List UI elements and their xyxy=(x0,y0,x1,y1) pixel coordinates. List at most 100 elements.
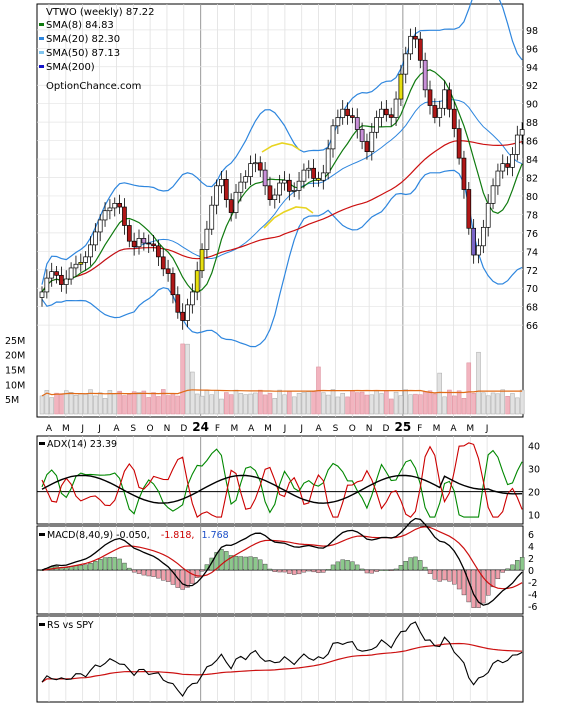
candle-body xyxy=(190,291,195,306)
sma8-line xyxy=(41,69,523,293)
macd-histogram-bar xyxy=(447,569,452,582)
candle xyxy=(456,119,462,165)
volume-bar xyxy=(461,398,467,415)
candle xyxy=(209,196,215,235)
candle xyxy=(417,31,423,69)
macd-signal-line xyxy=(41,526,523,590)
candle xyxy=(170,267,176,304)
volume-bar xyxy=(495,393,501,415)
rs-line xyxy=(41,621,523,697)
volume-bar xyxy=(194,393,200,415)
macd-histogram-bar xyxy=(78,565,84,571)
volume-average-line xyxy=(41,389,523,397)
candle xyxy=(238,173,244,202)
candle-body xyxy=(437,107,443,118)
price-tick-label: 96 xyxy=(526,44,538,55)
adx-title: ADX(14) 23.39 xyxy=(39,439,117,450)
adx-tick-label: 40 xyxy=(528,441,540,452)
candle xyxy=(97,214,103,242)
volume-bar xyxy=(122,395,127,415)
volume-bar xyxy=(78,393,84,415)
macd-histogram-bar xyxy=(350,561,355,571)
candle-body xyxy=(393,98,399,118)
macd-histogram-bar xyxy=(510,564,515,571)
macd-histogram-bar xyxy=(519,557,525,571)
candle xyxy=(156,239,161,267)
volume-bar xyxy=(408,394,413,415)
candle-body xyxy=(316,178,321,181)
x-tick-label: O xyxy=(349,424,356,434)
candle-body xyxy=(500,163,506,172)
upper-band-line xyxy=(41,0,523,285)
candle-body xyxy=(379,108,384,118)
macd-histogram-bar xyxy=(287,569,292,574)
volume-bar xyxy=(262,394,268,415)
candle-body xyxy=(214,185,219,206)
candle-body xyxy=(296,180,302,191)
candle-body xyxy=(510,154,515,168)
macd-histogram-bar xyxy=(146,569,151,577)
candle xyxy=(485,194,491,237)
candle xyxy=(180,303,185,330)
macd-histogram-bar xyxy=(243,556,248,571)
candle-body xyxy=(403,53,409,75)
candle xyxy=(219,171,224,194)
macd-histogram-bar xyxy=(97,559,103,571)
candle xyxy=(374,110,379,139)
macd-histogram-bar xyxy=(272,569,277,572)
candle-body xyxy=(223,178,229,200)
x-tick-label: J xyxy=(80,424,84,434)
macd-histogram-bar xyxy=(437,569,442,582)
volume-bar xyxy=(102,398,108,415)
x-tick-label: O xyxy=(147,424,154,434)
candle xyxy=(63,270,69,294)
candle xyxy=(257,156,263,178)
macd-histogram-bar xyxy=(156,569,161,579)
candle xyxy=(311,159,316,188)
candle xyxy=(447,82,452,118)
macd-histogram-bar xyxy=(500,569,505,573)
volume-bar xyxy=(97,392,103,415)
legend: SMA(8) 84.83 SMA(20) 82.30 SMA(50) 87.13… xyxy=(39,20,141,92)
candle-body xyxy=(63,278,69,285)
macd-histogram-bar xyxy=(364,569,370,574)
volume-bar xyxy=(253,392,258,415)
candle xyxy=(185,298,190,328)
candle xyxy=(78,253,84,272)
macd-histogram-bar xyxy=(248,556,253,571)
macd-histogram-bar xyxy=(374,569,379,572)
x-tick-label: J xyxy=(283,424,287,434)
candle xyxy=(413,27,418,48)
minus-di-line xyxy=(41,442,523,518)
candle-body xyxy=(107,207,113,212)
candle xyxy=(461,150,467,199)
macd-tick-label: 4 xyxy=(528,542,534,553)
candle-body xyxy=(156,245,161,258)
volume-bar xyxy=(204,390,210,415)
macd-histogram-bar xyxy=(325,569,331,571)
macd-histogram-bar xyxy=(102,557,108,571)
candle-body xyxy=(301,169,307,182)
candle-body xyxy=(175,294,181,313)
macd-tick-label: -4 xyxy=(528,590,537,601)
candle xyxy=(291,182,297,198)
volume-bar xyxy=(156,396,161,415)
candle xyxy=(514,125,520,161)
macd-histogram-bar xyxy=(345,560,350,571)
candle-body xyxy=(306,167,312,171)
candle-body xyxy=(219,178,224,187)
candle-body xyxy=(92,231,98,246)
macd-histogram-bar xyxy=(112,557,117,571)
candle xyxy=(223,170,229,208)
price-tick-label: 78 xyxy=(526,210,538,221)
macd-histogram-bar xyxy=(418,560,423,571)
candle-body xyxy=(287,179,292,192)
candle-body xyxy=(398,73,404,100)
x-tick-label: 25 xyxy=(394,420,411,434)
macd-histogram-bar xyxy=(228,555,234,571)
volume-bar xyxy=(224,392,229,415)
candle xyxy=(364,133,370,160)
volume-bar xyxy=(437,372,442,415)
volume-bar xyxy=(68,392,74,415)
